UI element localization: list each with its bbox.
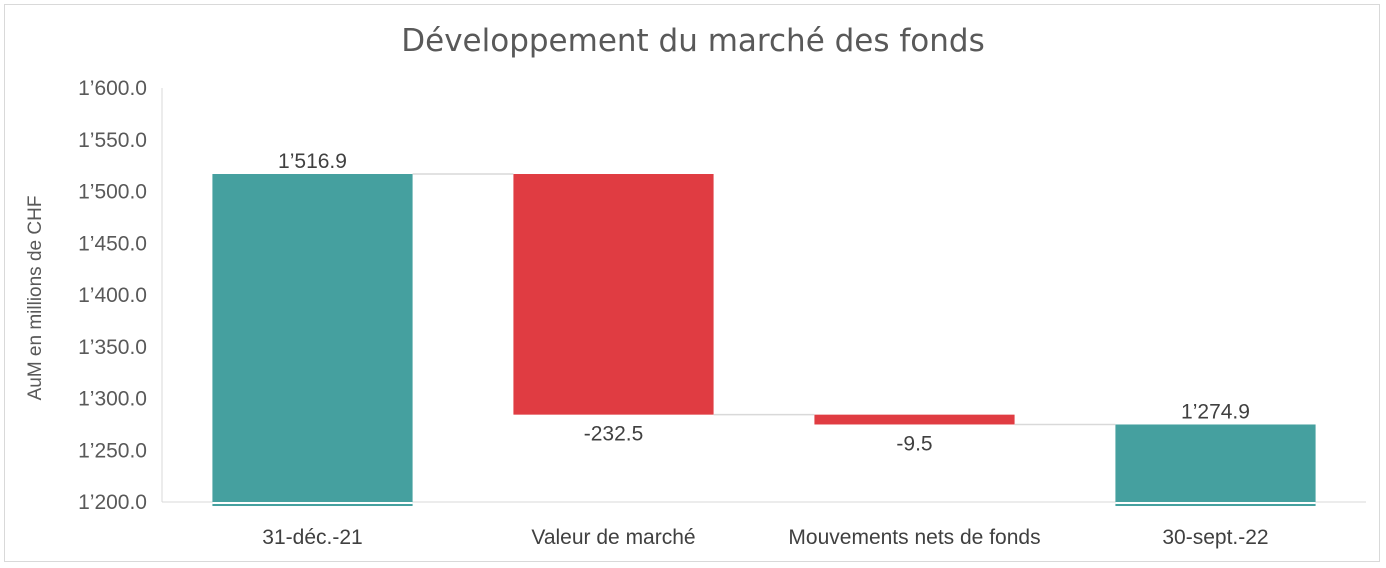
y-tick-label: 1’500.0 <box>78 181 147 204</box>
y-tick-label: 1’600.0 <box>78 77 147 100</box>
total-bar <box>212 174 413 507</box>
y-tick-label: 1’300.0 <box>78 388 147 411</box>
y-tick-label: 1’250.0 <box>78 439 147 462</box>
data-label: -232.5 <box>584 423 644 446</box>
y-tick-label: 1’350.0 <box>78 336 147 359</box>
delta-bar <box>513 174 714 415</box>
data-label: -9.5 <box>896 432 932 455</box>
y-tick-label: 1’400.0 <box>78 284 147 307</box>
delta-bar <box>814 414 1015 425</box>
y-tick-label: 1’200.0 <box>78 491 147 514</box>
x-category-label: Valeur de marché <box>531 526 695 549</box>
chart-title: Développement du marché des fonds <box>401 23 984 59</box>
data-label: 1’516.9 <box>278 150 347 173</box>
x-category-label: 31-déc.-21 <box>262 526 362 549</box>
y-tick-label: 1’450.0 <box>78 232 147 255</box>
y-axis-label: AuM en millions de CHF <box>25 196 46 401</box>
x-category-label: Mouvements nets de fonds <box>788 526 1040 549</box>
y-tick-label: 1’550.0 <box>78 129 147 152</box>
total-bar <box>1115 424 1316 506</box>
plot-area: 1’200.0 1’250.0 1’300.0 1’350.0 1’400.0 1’450… <box>78 77 1366 549</box>
data-label: 1’274.9 <box>1181 400 1250 423</box>
x-category-label: 30-sept.-22 <box>1162 526 1268 549</box>
